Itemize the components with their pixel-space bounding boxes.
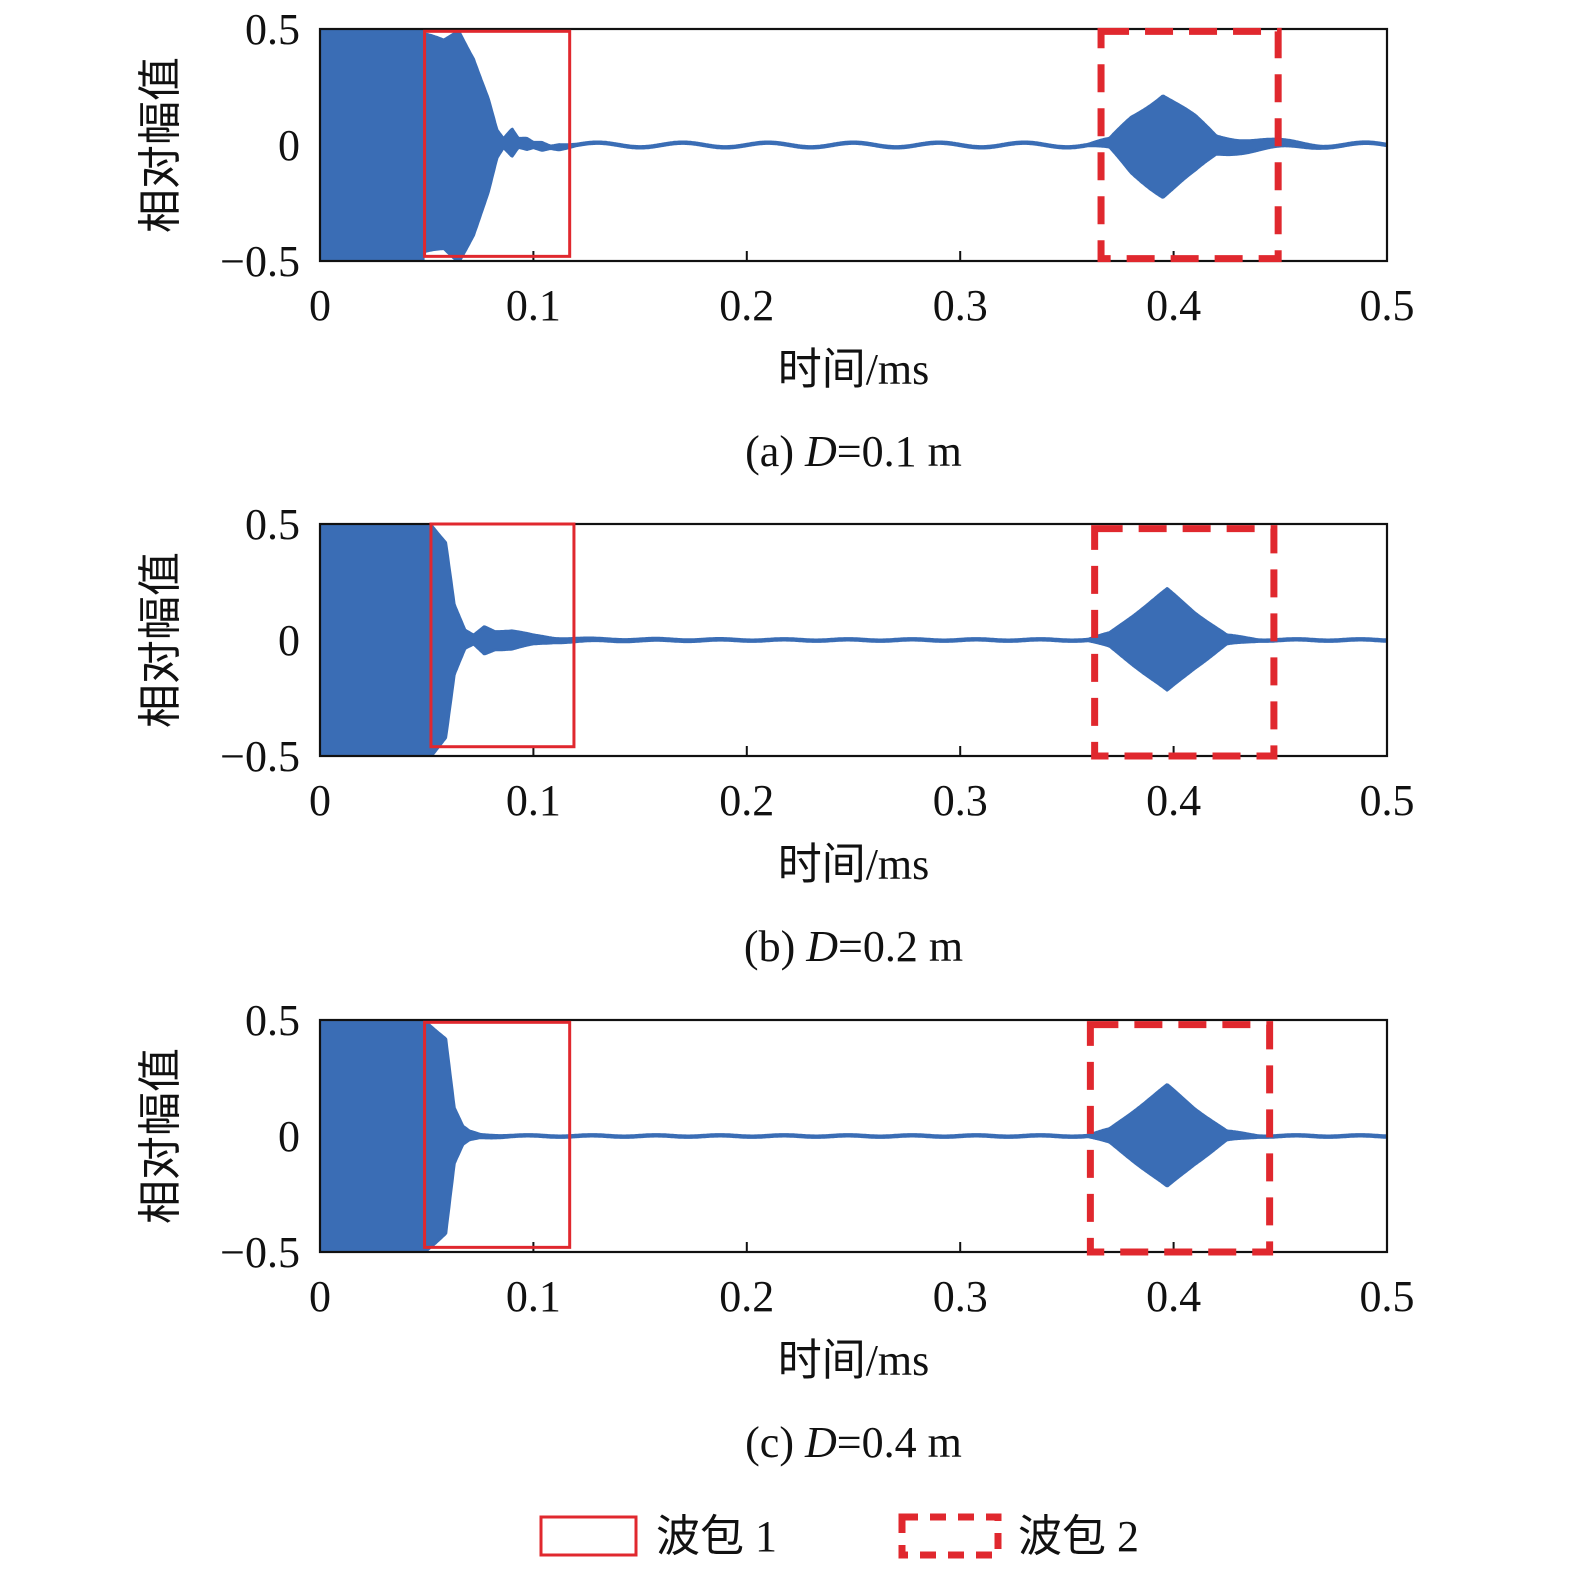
x-tick-label: 0.2: [719, 1272, 774, 1321]
excitation-signal: [320, 1020, 425, 1252]
x-tick-label: 0.5: [1360, 776, 1415, 825]
x-tick-label: 0.5: [1360, 281, 1415, 330]
legend-swatch-dashed: [898, 1513, 1002, 1559]
x-tick-label: 0: [309, 776, 331, 825]
series-group: [320, 29, 1387, 261]
y-tick-label: 0.5: [245, 5, 300, 54]
x-tick-label: 0: [309, 281, 331, 330]
y-tick-label: 0.5: [245, 500, 300, 549]
signal-envelope: [429, 524, 1387, 756]
signal-envelope: [423, 29, 1387, 261]
x-tick-label: 0: [309, 1272, 331, 1321]
excitation-signal: [320, 29, 425, 261]
legend-swatch-solid: [539, 1515, 638, 1557]
wave-packet-2-box: [1097, 27, 1282, 263]
series-group: [320, 1020, 1387, 1252]
axes-frame: [318, 1018, 1389, 1254]
legend-label-2: 波包 2: [1018, 1512, 1139, 1561]
x-axis-title: 时间/ms: [778, 1336, 930, 1385]
signal-envelope: [423, 1020, 1387, 1252]
wave-packet-2-box: [1086, 1021, 1274, 1256]
x-axis-title: 时间/ms: [778, 345, 930, 394]
excitation-signal: [320, 524, 431, 756]
x-tick-label: 0.4: [1146, 1272, 1201, 1321]
panel-caption: (a) D=0.1 m: [745, 427, 962, 476]
y-tick-label: −0.5: [220, 732, 300, 781]
legend: 波包 1 波包 2: [539, 1512, 1139, 1561]
y-tick-label: 0: [278, 616, 300, 665]
x-tick-label: 0.3: [933, 776, 988, 825]
axes-frame: [318, 27, 1389, 263]
legend-label-1: 波包 1: [656, 1512, 777, 1561]
x-tick-label: 0.1: [506, 281, 561, 330]
x-axis-title: 时间/ms: [778, 840, 930, 889]
y-tick-label: −0.5: [220, 237, 300, 286]
x-tick-label: 0.5: [1360, 1272, 1415, 1321]
y-tick-label: 0: [278, 1112, 300, 1161]
x-tick-label: 0.2: [719, 776, 774, 825]
wave-packet-1-box: [423, 1020, 572, 1249]
x-tick-label: 0.4: [1146, 281, 1201, 330]
x-tick-label: 0.1: [506, 776, 561, 825]
y-axis-title: 相对幅值: [136, 1048, 185, 1224]
x-tick-label: 0.3: [933, 281, 988, 330]
panel-caption: (c) D=0.4 m: [745, 1418, 962, 1467]
x-tick-label: 0.2: [719, 281, 774, 330]
panel-caption: (b) D=0.2 m: [744, 922, 963, 971]
y-tick-label: 0.5: [245, 996, 300, 1045]
x-tick-label: 0.1: [506, 1272, 561, 1321]
wave-packet-1-box: [423, 29, 572, 258]
y-axis-title: 相对幅值: [136, 552, 185, 728]
y-axis-title: 相对幅值: [136, 57, 185, 233]
axes-frame: [318, 522, 1389, 758]
x-tick-label: 0.4: [1146, 776, 1201, 825]
y-tick-label: −0.5: [220, 1228, 300, 1277]
y-tick-label: 0: [278, 121, 300, 170]
wave-packet-2-box: [1091, 525, 1278, 760]
series-group: [320, 524, 1387, 756]
wave-packet-1-box: [429, 522, 576, 749]
x-tick-label: 0.3: [933, 1272, 988, 1321]
